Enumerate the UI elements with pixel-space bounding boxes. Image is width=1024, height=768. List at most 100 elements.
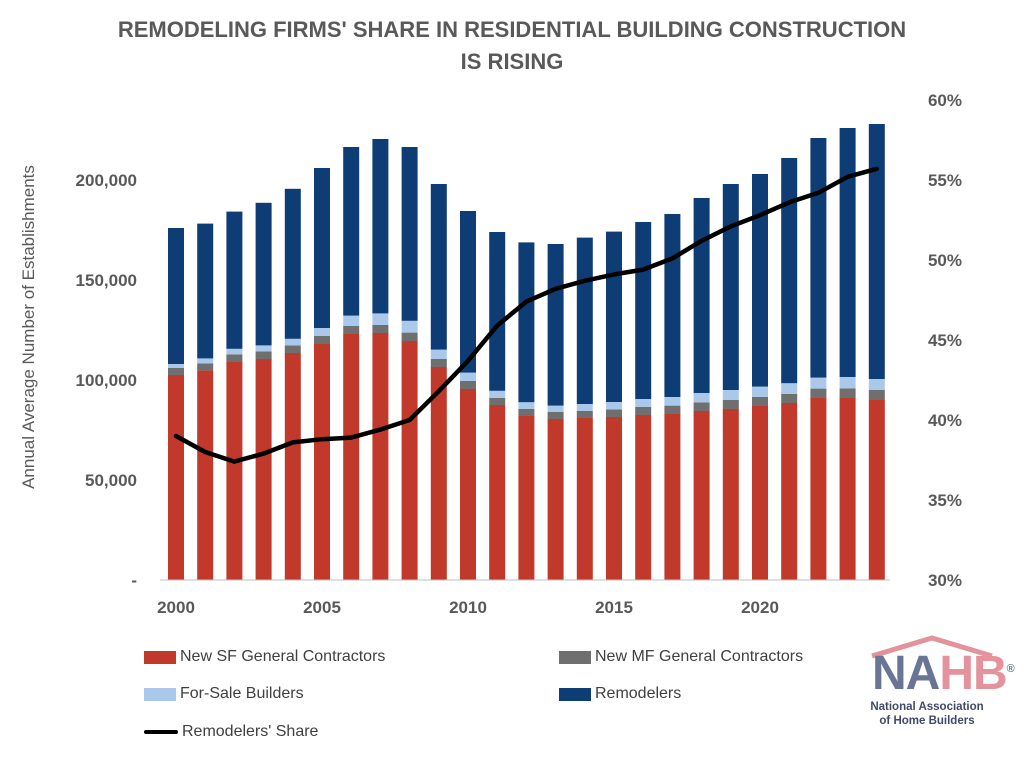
logo-roof-icon xyxy=(871,635,993,659)
x-tick-label: 2020 xyxy=(741,598,779,617)
bar-mf-2007 xyxy=(372,325,389,333)
bar-sf-2000 xyxy=(168,375,184,580)
bar-forsale-2008 xyxy=(401,320,418,333)
bar-sf-2006 xyxy=(343,334,360,580)
share-line xyxy=(173,166,880,464)
bar-sf-2010 xyxy=(460,389,476,580)
bar-mf-2008 xyxy=(401,332,418,341)
bar-sf-2001 xyxy=(197,370,214,580)
bar-sf-2013 xyxy=(547,419,564,580)
y-axis-label: Annual Average Number of Establishments xyxy=(19,165,38,489)
bar-mf-2004 xyxy=(284,345,301,353)
bar-forsale-2007 xyxy=(372,313,389,325)
left-tick-label: 100,000 xyxy=(76,371,137,390)
right-tick-label: 30% xyxy=(928,571,962,590)
bar-mf-2016 xyxy=(635,407,652,415)
bar-remodelers-2016 xyxy=(635,222,652,399)
right-tick-label: 35% xyxy=(928,491,962,510)
share-line-group xyxy=(173,166,880,464)
left-tick-label: 50,000 xyxy=(85,471,137,490)
bar-sf-2007 xyxy=(372,333,389,580)
x-tick-label: 2000 xyxy=(157,598,195,617)
bar-forsale-2017 xyxy=(664,397,681,406)
bar-remodelers-2006 xyxy=(343,147,360,316)
chart-title-line1: REMODELING FIRMS' SHARE IN RESIDENTIAL B… xyxy=(117,17,907,42)
right-tick-label: 40% xyxy=(928,411,962,430)
bar-remodelers-2000 xyxy=(168,228,184,364)
logo-wordmark-hb: HB xyxy=(939,647,1007,700)
bar-forsale-2022 xyxy=(810,377,827,389)
right-tick-label: 60% xyxy=(928,91,962,110)
bar-mf-2013 xyxy=(547,412,564,419)
bar-remodelers-2022 xyxy=(810,138,827,378)
bar-remodelers-2024 xyxy=(868,124,885,379)
bar-forsale-2002 xyxy=(226,348,243,355)
bar-mf-2018 xyxy=(693,402,710,411)
bar-remodelers-2007 xyxy=(372,139,389,314)
bar-sf-2022 xyxy=(810,398,827,580)
bar-mf-2012 xyxy=(518,409,535,416)
bar-forsale-2019 xyxy=(722,390,739,400)
left-tick-label: - xyxy=(131,571,137,590)
bar-forsale-2009 xyxy=(430,349,447,359)
bar-mf-2001 xyxy=(197,363,214,371)
bar-remodelers-2020 xyxy=(752,174,768,387)
bar-mf-2015 xyxy=(606,409,622,417)
bar-sf-2016 xyxy=(635,415,652,580)
bar-forsale-2014 xyxy=(576,404,593,411)
bar-sf-2011 xyxy=(489,405,506,580)
bar-sf-2008 xyxy=(401,341,418,580)
right-tick-label: 50% xyxy=(928,251,962,270)
x-axis-ticks: 2000 2005 2010 2015 2020 xyxy=(157,598,779,617)
bar-remodelers-2002 xyxy=(226,211,243,349)
bar-remodelers-2017 xyxy=(664,214,681,397)
logo-subtitle-line2: of Home Builders xyxy=(879,715,975,727)
bar-remodelers-2008 xyxy=(401,147,418,321)
bar-sf-2003 xyxy=(255,359,272,580)
bar-forsale-2018 xyxy=(693,393,710,403)
bar-forsale-2001 xyxy=(197,358,214,364)
logo-wordmark-na: NA xyxy=(872,647,940,700)
bar-mf-2003 xyxy=(255,351,272,359)
bar-forsale-2013 xyxy=(547,405,564,412)
right-tick-label: 55% xyxy=(928,171,962,190)
bar-forsale-2000 xyxy=(168,364,184,368)
bar-mf-2024 xyxy=(868,390,885,400)
bar-sf-2004 xyxy=(284,353,301,580)
bar-sf-2002 xyxy=(226,362,243,580)
bar-sf-2009 xyxy=(430,367,447,580)
bar-mf-2023 xyxy=(839,388,856,398)
bar-remodelers-2013 xyxy=(547,244,564,406)
bar-sf-2005 xyxy=(314,344,330,580)
x-tick-label: 2015 xyxy=(595,598,633,617)
x-tick-label: 2005 xyxy=(303,598,341,617)
chart-title-line2: IS RISING xyxy=(460,49,564,74)
bar-remodelers-2005 xyxy=(314,168,330,328)
logo-registered-mark: ® xyxy=(1006,663,1015,675)
bar-mf-2019 xyxy=(722,400,739,409)
bar-forsale-2003 xyxy=(255,345,272,352)
bar-sf-2024 xyxy=(868,400,885,580)
right-axis-ticks: 30% 35% 40% 45% 50% 55% 60% xyxy=(928,91,962,590)
bar-mf-2014 xyxy=(576,411,593,418)
logo-subtitle: National Association of Home Builders xyxy=(866,700,988,728)
bar-forsale-2015 xyxy=(606,402,622,410)
bar-sf-2012 xyxy=(518,416,535,580)
bar-remodelers-2001 xyxy=(197,223,214,359)
bar-mf-2009 xyxy=(430,359,447,367)
bar-sf-2015 xyxy=(606,417,622,580)
right-tick-label: 45% xyxy=(928,331,962,350)
bar-remodelers-2004 xyxy=(284,188,301,339)
bar-mf-2000 xyxy=(168,368,184,375)
bar-mf-2002 xyxy=(226,354,243,362)
bar-forsale-2023 xyxy=(839,377,856,389)
x-tick-label: 2010 xyxy=(449,598,487,617)
bar-mf-2006 xyxy=(343,326,360,334)
bar-mf-2022 xyxy=(810,388,827,398)
bar-forsale-2005 xyxy=(314,328,330,336)
logo-subtitle-line1: National Association xyxy=(870,701,984,713)
bar-mf-2017 xyxy=(664,405,681,414)
bar-remodelers-2014 xyxy=(576,237,593,404)
bar-forsale-2020 xyxy=(752,386,768,397)
